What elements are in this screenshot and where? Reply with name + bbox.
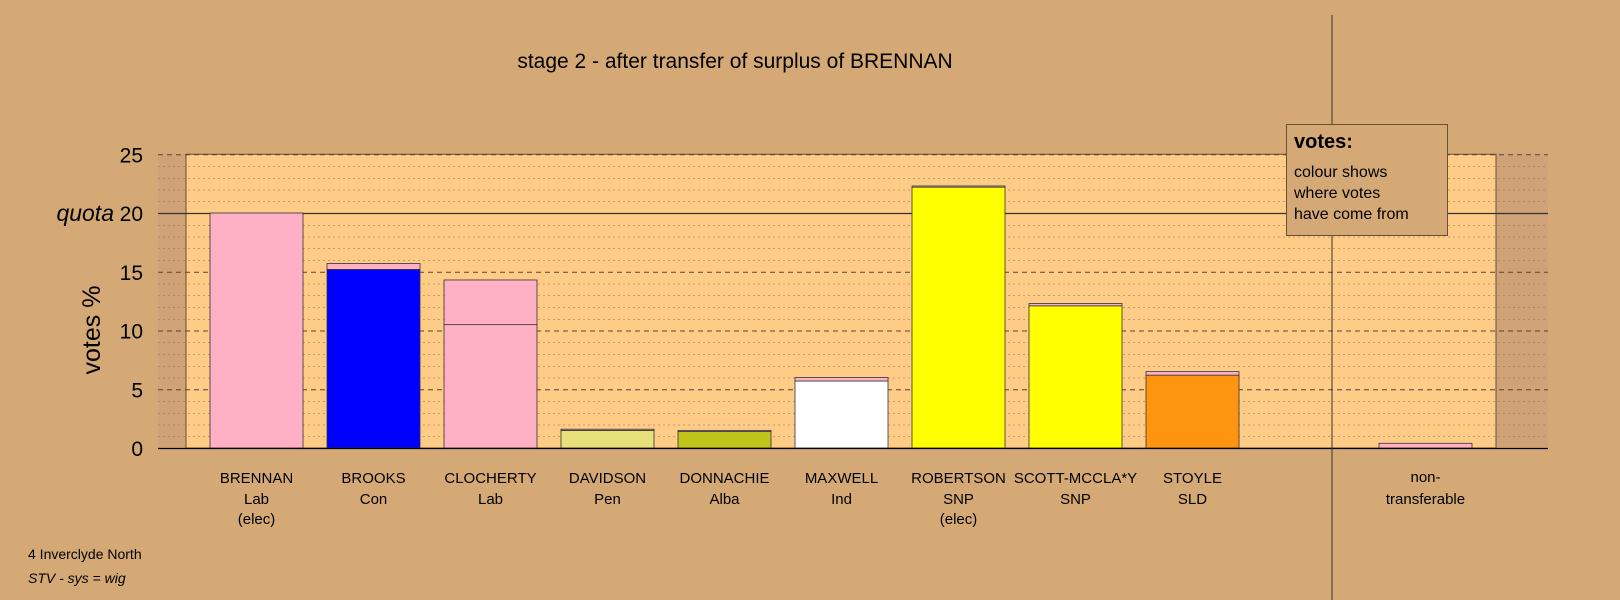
bar-segment-maxwell-0 xyxy=(794,380,889,449)
bars-group xyxy=(209,185,1473,449)
candidate-party-label: Lab xyxy=(478,491,503,508)
bar-segment-stoyle-1 xyxy=(1145,371,1240,376)
bar-segment-robertson-0 xyxy=(911,186,1006,449)
candidate-party-label: SNP xyxy=(943,491,974,508)
candidate-party-label: Alba xyxy=(709,491,740,508)
candidate-name-label: DONNACHIE xyxy=(679,470,769,487)
candidate-party-label: Con xyxy=(360,491,388,508)
legend-title: votes: xyxy=(1294,131,1353,153)
bar-segment-brooks-1 xyxy=(326,263,421,270)
y-tick-label: 25 xyxy=(120,144,143,167)
x-category-labels: BRENNAN Lab (elec) BROOKS Con CLOCHERTY Lab DAV… xyxy=(220,469,1465,528)
nontransferable-label: non- xyxy=(1410,469,1440,486)
legend-line: have come from xyxy=(1294,206,1409,223)
y-axis-label: votes % xyxy=(78,286,106,375)
y-tick-label: 0 xyxy=(131,438,143,461)
quota-label: quota xyxy=(56,200,114,226)
y-tick-label: 15 xyxy=(120,262,143,285)
candidate-name-label: CLOCHERTY xyxy=(444,470,536,487)
candidate-party-label: Ind xyxy=(831,491,852,508)
candidate-party-label: SNP xyxy=(1060,491,1091,508)
bar-segment-donnachie-1 xyxy=(677,429,772,432)
y-tick-labels: 0 5 10 15 20 25 xyxy=(120,144,143,461)
bar-segment-nontransferable-0 xyxy=(1378,442,1473,449)
bar-segment-robertson-1 xyxy=(911,185,1006,188)
bar-segment-clocherty-1 xyxy=(443,279,538,326)
candidate-party-label: Pen xyxy=(594,491,621,508)
bar-segment-scottmcclay-0 xyxy=(1028,305,1123,449)
nontransferable-label: transferable xyxy=(1386,491,1465,508)
candidate-name-label: SCOTT-MCCLA*Y xyxy=(1014,470,1137,487)
y-tick-label: 5 xyxy=(131,379,143,402)
legend-line: where votes xyxy=(1294,185,1381,202)
candidate-name-label: BRENNAN xyxy=(220,470,293,487)
bar-segment-stoyle-0 xyxy=(1145,374,1240,449)
bar-segment-brooks-0 xyxy=(326,268,421,449)
candidate-name-label: DAVIDSON xyxy=(569,470,646,487)
y-tick-label: 10 xyxy=(120,321,143,344)
candidate-party-label: Lab xyxy=(244,491,269,508)
candidate-name-label: ROBERTSON xyxy=(911,470,1006,487)
candidate-status-label: (elec) xyxy=(940,511,978,528)
bar-segment-davidson-0 xyxy=(560,429,655,449)
axes-group xyxy=(158,15,1548,600)
bar-segment-davidson-1 xyxy=(560,428,655,431)
system-footnote: STV - sys = wig xyxy=(28,570,126,586)
bar-segment-scottmcclay-1 xyxy=(1028,303,1123,307)
chart-title: stage 2 - after transfer of surplus of B… xyxy=(517,50,953,73)
y-tick-label: 20 xyxy=(120,203,143,226)
region-footnote: 4 Inverclyde North xyxy=(28,546,142,562)
candidate-name-label: STOYLE xyxy=(1163,470,1222,487)
candidate-party-label: SLD xyxy=(1178,491,1207,508)
legend-box: votes: colour shows where votes have com… xyxy=(1286,124,1448,236)
candidate-name-label: BROOKS xyxy=(341,470,405,487)
candidate-name-label: MAXWELL xyxy=(805,470,878,487)
bar-segment-clocherty-0 xyxy=(443,324,538,449)
bar-segment-maxwell-1 xyxy=(794,377,889,382)
bar-segment-brennan-0 xyxy=(209,212,304,449)
bar-segment-donnachie-0 xyxy=(677,431,772,449)
legend-line: colour shows xyxy=(1294,164,1388,181)
candidate-status-label: (elec) xyxy=(238,511,276,528)
